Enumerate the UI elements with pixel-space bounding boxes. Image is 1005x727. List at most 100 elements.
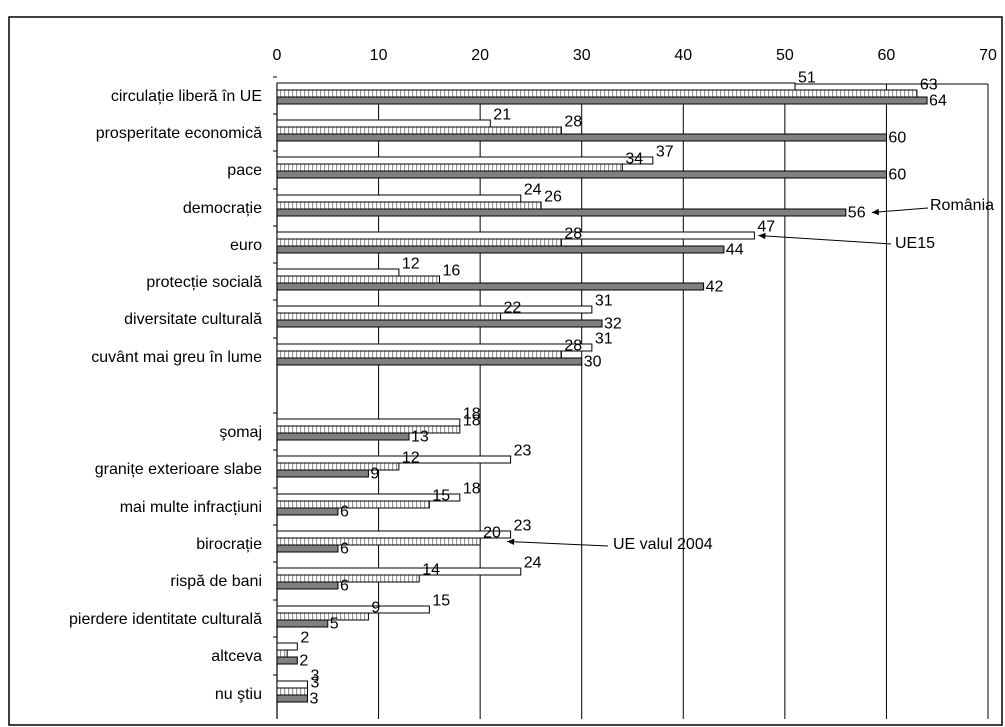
data-label-ue15: 21 bbox=[493, 107, 511, 124]
bar-romania bbox=[276, 581, 339, 590]
x-tick-label: 50 bbox=[776, 47, 794, 64]
bar-romania bbox=[276, 694, 308, 703]
bar-ue15 bbox=[276, 567, 522, 576]
bar-ue2004 bbox=[276, 687, 308, 696]
data-label-romania: 44 bbox=[726, 242, 744, 259]
data-label-ue2004: 63 bbox=[920, 77, 938, 94]
x-tick-label: 40 bbox=[674, 47, 692, 64]
data-label-ue15: 12 bbox=[402, 256, 420, 273]
bar-ue2004 bbox=[276, 89, 918, 98]
bar-romania bbox=[276, 319, 603, 328]
data-label-ue2004: 3 bbox=[310, 675, 319, 692]
annotation-arrow bbox=[871, 207, 929, 213]
category-label: birocrație bbox=[196, 536, 262, 553]
category-label: diversitate culturală bbox=[124, 311, 262, 328]
bar-ue2004 bbox=[276, 574, 420, 583]
data-label-ue2004: 26 bbox=[544, 189, 562, 206]
category-label: şomaj bbox=[219, 424, 262, 441]
bar-ue15 bbox=[276, 82, 796, 91]
data-label-ue15: 31 bbox=[595, 293, 613, 310]
data-label-ue2004: 9 bbox=[371, 600, 380, 617]
annotation-arrow bbox=[507, 541, 609, 547]
bar-ue2004 bbox=[276, 612, 369, 621]
bar-romania bbox=[276, 357, 583, 366]
annotation-label: România bbox=[930, 197, 994, 214]
annotation-label: UE valul 2004 bbox=[613, 536, 713, 553]
bar-ue15 bbox=[276, 530, 512, 539]
bar-romania bbox=[276, 656, 298, 665]
bar-ue15 bbox=[276, 305, 593, 314]
bar-ue15 bbox=[276, 455, 512, 464]
bar-ue15 bbox=[276, 156, 654, 165]
data-label-ue15: 23 bbox=[514, 518, 532, 535]
data-label-ue15: 18 bbox=[463, 406, 481, 423]
data-label-romania: 3 bbox=[309, 691, 318, 708]
data-label-ue15: 47 bbox=[757, 219, 775, 236]
bar-ue2004 bbox=[276, 238, 562, 247]
data-label-ue2004: 28 bbox=[564, 226, 582, 243]
arrow-head-icon bbox=[758, 232, 766, 240]
bar-ue15 bbox=[276, 194, 522, 203]
data-label-romania: 60 bbox=[888, 130, 906, 147]
bar-romania bbox=[276, 432, 410, 441]
annotation-label: UE15 bbox=[895, 235, 935, 252]
bar-ue2004 bbox=[276, 350, 562, 359]
data-label-ue15: 24 bbox=[524, 555, 542, 572]
bar-ue2004 bbox=[276, 537, 481, 546]
bar-romania bbox=[276, 619, 329, 628]
category-label: cuvânt mai greu în lume bbox=[91, 349, 262, 366]
data-label-ue2004: 28 bbox=[564, 114, 582, 131]
bar-ue2004 bbox=[276, 163, 623, 172]
data-label-ue15: 23 bbox=[514, 443, 532, 460]
data-label-romania: 6 bbox=[340, 504, 349, 521]
category-label: mai multe infracțiuni bbox=[120, 499, 262, 516]
data-label-romania: 13 bbox=[411, 429, 429, 446]
bar-romania bbox=[276, 469, 369, 478]
category-label: protecție socială bbox=[146, 274, 262, 291]
data-label-ue2004: 22 bbox=[503, 300, 521, 317]
category-label: euro bbox=[230, 237, 262, 254]
data-label-romania: 9 bbox=[370, 466, 379, 483]
bar-ue15 bbox=[276, 343, 593, 352]
data-label-romania: 5 bbox=[330, 616, 339, 633]
bar-romania bbox=[276, 544, 339, 553]
data-label-romania: 64 bbox=[929, 93, 947, 110]
data-label-ue2004: 18 bbox=[463, 413, 481, 430]
data-label-romania: 42 bbox=[706, 279, 724, 296]
bar-ue15 bbox=[276, 268, 400, 277]
data-label-ue2004: 34 bbox=[625, 151, 643, 168]
bar-ue15 bbox=[276, 605, 430, 614]
bar-romania bbox=[276, 507, 339, 516]
data-label-romania: 30 bbox=[584, 354, 602, 371]
data-label-ue15: 3 bbox=[310, 668, 319, 685]
bar-ue2004 bbox=[276, 425, 461, 434]
bar-romania bbox=[276, 170, 887, 179]
data-label-ue2004: 28 bbox=[564, 338, 582, 355]
data-label-romania: 6 bbox=[340, 541, 349, 558]
arrow-head-icon bbox=[507, 538, 515, 546]
data-label-ue15: 18 bbox=[463, 481, 481, 498]
x-tick-label: 70 bbox=[979, 47, 997, 64]
bar-ue2004 bbox=[276, 462, 400, 471]
data-label-ue15: 15 bbox=[432, 593, 450, 610]
data-label-romania: 56 bbox=[848, 205, 866, 222]
data-label-ue15: 51 bbox=[798, 70, 816, 87]
category-label: democrație bbox=[183, 200, 262, 217]
annotation-arrow bbox=[758, 235, 892, 245]
x-tick-label: 10 bbox=[370, 47, 388, 64]
bar-romania bbox=[276, 96, 928, 105]
category-label: granițe exterioare slabe bbox=[95, 461, 262, 478]
data-label-ue2004: 14 bbox=[422, 562, 440, 579]
data-label-romania: 2 bbox=[299, 653, 308, 670]
category-label: pace bbox=[227, 162, 262, 179]
data-label-ue2004: 20 bbox=[483, 525, 501, 542]
bar-ue2004 bbox=[276, 500, 430, 509]
arrow-head-icon bbox=[871, 208, 880, 216]
bar-romania bbox=[276, 245, 725, 254]
bar-ue15 bbox=[276, 418, 461, 427]
bar-romania bbox=[276, 133, 887, 142]
data-label-romania: 60 bbox=[888, 167, 906, 184]
data-label-ue2004: 15 bbox=[432, 488, 450, 505]
category-label: rispă de bani bbox=[170, 573, 262, 590]
